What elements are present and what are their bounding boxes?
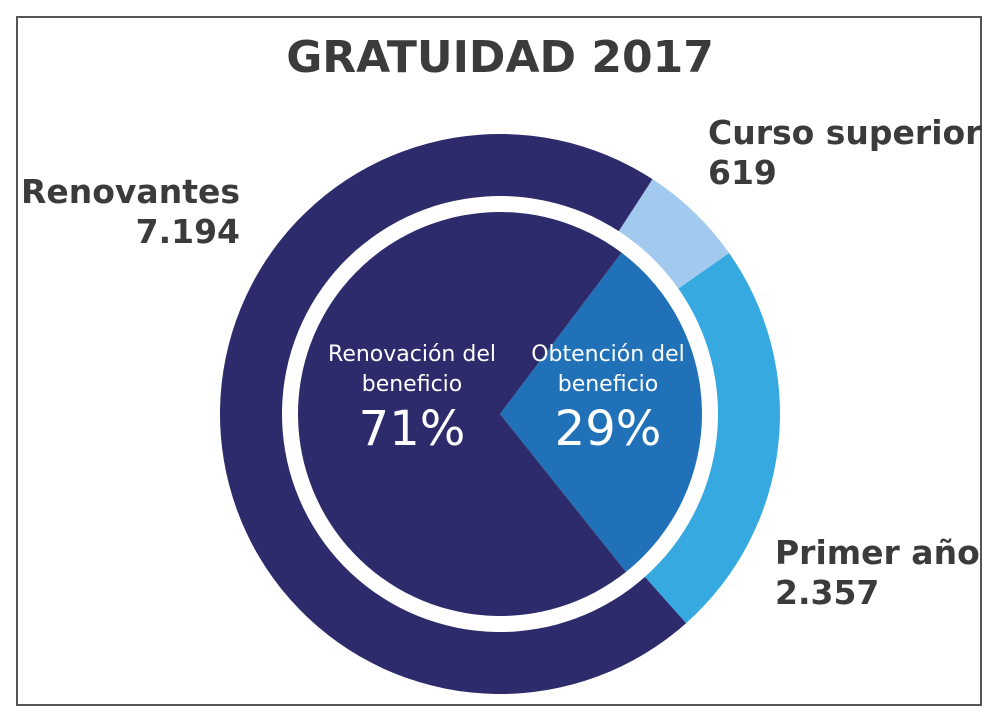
pie-slice: [500, 252, 702, 572]
slice-label: Renovación del beneficio 71%: [327, 340, 497, 458]
segment-label: Primer año 2.357: [775, 533, 980, 613]
value-label: 71%: [358, 401, 466, 457]
segment-label: Curso superior 619: [708, 113, 981, 193]
donut-segment: [618, 179, 730, 289]
category-label: Renovantes: [20, 172, 240, 211]
value-label: 29%: [554, 401, 662, 457]
slice-label: Obtención del beneficio 29%: [523, 340, 693, 458]
category-label: Renovación del beneficio: [328, 342, 496, 397]
category-label: Primer año: [775, 533, 980, 572]
category-label: Curso superior: [708, 113, 982, 152]
segment-label: Renovantes 7.194: [21, 172, 240, 252]
pie-slice: [297, 211, 627, 617]
chart-title: GRATUIDAD 2017: [286, 32, 714, 83]
value-label: 7.194: [135, 212, 240, 251]
value-label: 2.357: [775, 573, 880, 612]
value-label: 619: [708, 153, 777, 192]
donut-segment: [644, 253, 780, 624]
frame: [16, 16, 982, 706]
donut-segment: [219, 134, 687, 694]
category-label: Obtención del beneficio: [531, 342, 685, 397]
